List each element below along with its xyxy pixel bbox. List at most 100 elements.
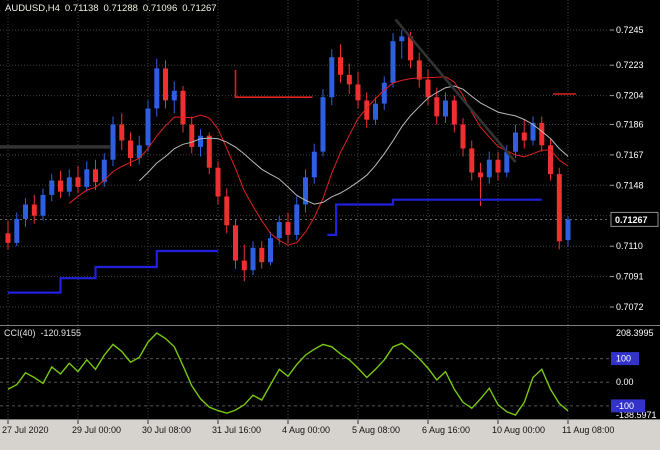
- candle-body: [84, 169, 90, 187]
- candle-body: [136, 145, 142, 159]
- candle-body: [285, 222, 291, 235]
- candle-body: [486, 159, 492, 178]
- candle-body: [110, 124, 116, 160]
- candle-body: [504, 151, 510, 173]
- cci-level-label: 100: [616, 354, 631, 364]
- price-scale[interactable]: 0.7245 0.7223 0.7204 0.7186 0.7167 0.7148 0.71…: [610, 25, 659, 312]
- candle-body: [119, 124, 125, 141]
- cci-scale[interactable]: 208.3995 -138.5971 100 0.00 -100: [611, 328, 657, 420]
- candle-body: [303, 177, 308, 205]
- candle-body: [408, 36, 413, 61]
- candle-body: [338, 57, 343, 75]
- price-axis-label: 0.7110: [616, 241, 643, 251]
- price-axis-label: 0.7204: [616, 91, 644, 101]
- candle-body: [530, 122, 536, 141]
- candle-body: [381, 82, 387, 104]
- candle-body: [128, 140, 133, 159]
- candle-body: [451, 100, 457, 125]
- cci-level-box: [611, 352, 639, 366]
- candle-body: [556, 174, 562, 242]
- candle-body: [478, 172, 483, 178]
- candle-body: [355, 84, 361, 101]
- candle-body: [425, 79, 431, 98]
- candle-body: [495, 159, 501, 173]
- candle-body: [434, 97, 440, 117]
- price-axis-label: 0.7148: [616, 180, 644, 190]
- time-axis-label: 11 Aug 08:00: [562, 425, 614, 435]
- cci-level-label: 0.00: [616, 377, 634, 387]
- price-axis-label: 0.7072: [616, 302, 644, 312]
- cci-panel: [0, 332, 610, 416]
- time-axis-label: 30 Jul 08:00: [142, 425, 191, 435]
- candle-body: [101, 159, 107, 183]
- candle-body: [75, 177, 81, 187]
- candle-body: [241, 260, 247, 271]
- cci-scale-min-label: -138.5971: [616, 410, 657, 420]
- candle-body: [259, 247, 265, 263]
- candle-body: [276, 222, 282, 239]
- ma-slow-line: [138, 85, 569, 205]
- candle-body: [294, 204, 300, 235]
- candle-body: [206, 135, 212, 168]
- time-axis-label: 27 Jul 2020: [2, 425, 49, 435]
- candle-body: [23, 204, 28, 219]
- price-axis-label: 0.7186: [616, 120, 644, 130]
- candle-body: [416, 60, 422, 80]
- candle-body: [58, 180, 63, 192]
- candle-body: [49, 180, 55, 195]
- candle-body: [66, 177, 72, 192]
- time-axis-label: 29 Jul 00:00: [72, 425, 121, 435]
- candle-body: [443, 100, 448, 117]
- candle-body: [373, 103, 378, 120]
- cci-level-box: [611, 399, 645, 413]
- candle-body: [40, 194, 46, 216]
- time-axis-label: 4 Aug 00:00: [282, 425, 330, 435]
- candle-body: [250, 247, 256, 271]
- candle-body: [93, 169, 98, 183]
- time-axis-labels: 27 Jul 2020 29 Jul 00:00 30 Jul 08:00 31 Ju…: [2, 420, 614, 435]
- candle-body: [565, 219, 571, 241]
- cci-level-label: -100: [616, 401, 634, 411]
- candle-body: [399, 36, 405, 42]
- time-axis-label: 31 Jul 16:00: [212, 425, 261, 435]
- black-trendline-object: [394, 18, 517, 163]
- candle-body: [180, 90, 186, 125]
- candle-body: [513, 132, 518, 152]
- time-axis[interactable]: [0, 420, 660, 450]
- blue-step-line-object: [327, 198, 542, 236]
- candle-body: [154, 68, 160, 109]
- candlesticks: [5, 30, 571, 282]
- candle-body: [469, 148, 475, 173]
- time-axis-label: 6 Aug 16:00: [422, 425, 470, 435]
- price-axis-label: 0.7091: [616, 272, 644, 282]
- candle-body: [189, 124, 195, 147]
- candle-body: [268, 238, 273, 263]
- candle-body: [548, 145, 553, 175]
- candle-body: [539, 122, 545, 146]
- candle-body: [5, 233, 11, 243]
- candle-body: [31, 204, 37, 216]
- candle-body: [163, 68, 168, 101]
- current-price-label: 0.71267: [615, 215, 648, 225]
- time-axis-label: 10 Aug 00:00: [492, 425, 545, 435]
- ma-fast-line: [68, 76, 569, 246]
- red-line-object: [234, 70, 313, 98]
- candle-body: [364, 100, 370, 120]
- candle-body: [224, 196, 230, 226]
- candle-body: [233, 225, 238, 261]
- candle-body: [346, 74, 352, 85]
- candle-body: [390, 41, 396, 83]
- cci-line: [7, 332, 569, 416]
- cci-scale-max-label: 208.3995: [616, 328, 654, 338]
- candle-body: [329, 57, 335, 98]
- candle-body: [198, 135, 203, 147]
- candle-body: [460, 124, 466, 149]
- candle-body: [171, 90, 177, 101]
- time-axis-label: 5 Aug 08:00: [352, 425, 400, 435]
- candle-body: [215, 167, 221, 197]
- grid-lines: [0, 0, 610, 419]
- price-axis-label: 0.7167: [616, 150, 644, 160]
- candle-body: [320, 97, 326, 152]
